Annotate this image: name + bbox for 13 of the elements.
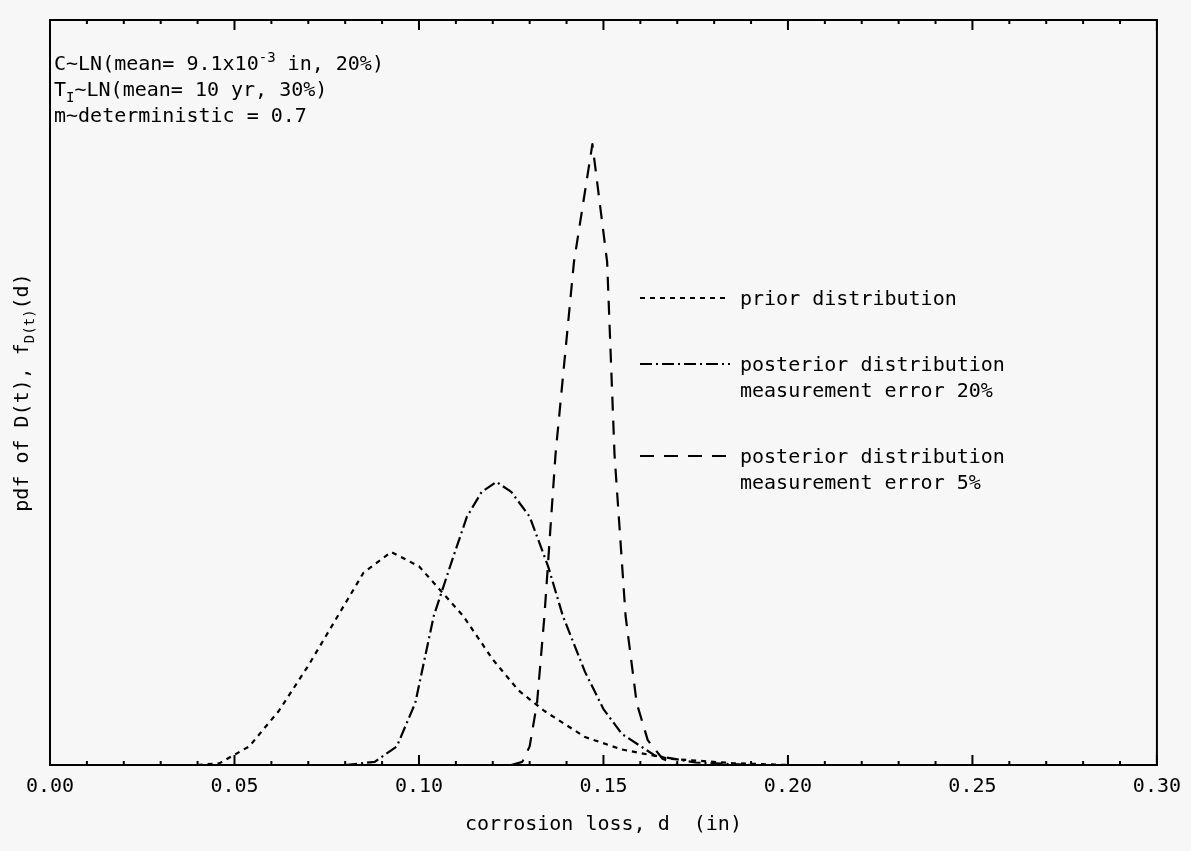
legend-label: posterior distribution measurement error 20%	[740, 352, 1005, 402]
legend-label: prior distribution	[740, 286, 957, 310]
x-tick-label: 0.25	[948, 773, 997, 798]
x-tick-label: 0.15	[579, 773, 628, 798]
x-tick-label: 0.00	[25, 773, 75, 798]
text: m~deterministic = 0.7	[54, 103, 307, 127]
x-tick-label: 0.20	[763, 773, 813, 798]
x-tick-label: 0.30	[1132, 773, 1181, 798]
x-tick-label: 0.10	[394, 773, 444, 798]
legend-label: posterior distribution measurement error 5%	[740, 444, 1005, 494]
x-axis-title: corrosion loss, d (in)	[464, 811, 742, 836]
x-tick-label: 0.05	[210, 773, 259, 798]
y-axis-title: pdf of D(t), fD(t)(d)	[9, 273, 37, 512]
